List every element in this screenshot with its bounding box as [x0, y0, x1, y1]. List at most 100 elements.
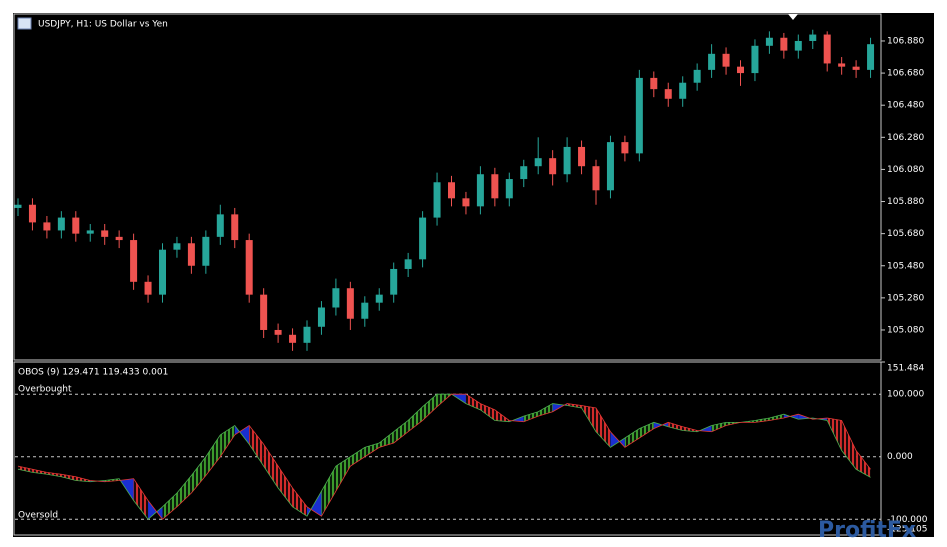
- candle-body: [563, 146, 571, 175]
- y-tick-label: 106.680: [887, 69, 924, 79]
- candle-body: [28, 204, 36, 223]
- y-tick-label: 105.880: [887, 197, 924, 207]
- candle-body: [433, 182, 441, 218]
- candle-body: [303, 326, 311, 343]
- candle-body: [390, 268, 398, 295]
- overbought-label: Overbought: [18, 385, 72, 395]
- candle-body: [606, 142, 614, 191]
- candle-body: [722, 53, 730, 67]
- y-tick-label: 105.080: [887, 325, 924, 335]
- candle-body: [621, 142, 629, 154]
- candle-body: [260, 294, 268, 330]
- candle-body: [650, 77, 658, 90]
- oscillator-fill: [480, 403, 495, 421]
- candle-body: [838, 63, 846, 67]
- candle-body: [765, 37, 773, 46]
- candle-body: [274, 329, 282, 335]
- candle-body: [144, 281, 152, 295]
- candle-body: [448, 182, 455, 199]
- candle-body: [72, 217, 80, 234]
- candle-body: [346, 288, 354, 319]
- candle-body: [419, 217, 427, 260]
- y-tick-label: 106.280: [887, 133, 924, 143]
- candle-body: [693, 69, 701, 83]
- candle-body: [476, 174, 484, 207]
- oscillator-line: [17, 393, 871, 520]
- oscillator-fill: [32, 469, 47, 475]
- oscillator-fill: [18, 466, 33, 473]
- candle-body: [809, 34, 817, 41]
- oscillator-fill: [769, 414, 784, 421]
- oscillator-fill: [335, 456, 351, 492]
- candle-body: [173, 243, 181, 250]
- candle-body: [216, 214, 224, 237]
- y-tick-label: 100.000: [887, 390, 924, 400]
- candle-body: [86, 230, 94, 234]
- oscillator-fill: [624, 428, 640, 448]
- oscillator-fill: [465, 394, 481, 410]
- oscillator-fill: [220, 425, 235, 457]
- oscillator-fill: [567, 403, 582, 408]
- oscillator-fill: [191, 456, 206, 494]
- candle-body: [245, 240, 253, 295]
- oscillator-fill: [350, 447, 365, 467]
- oscillator-fill: [379, 431, 394, 448]
- y-tick-label: 105.680: [887, 229, 924, 239]
- candle-body: [852, 66, 860, 70]
- oscillator-fill: [278, 466, 293, 507]
- candle-body: [679, 82, 687, 99]
- oscillator-fill: [596, 407, 611, 448]
- candle-body: [751, 45, 759, 74]
- candle-body: [520, 166, 528, 180]
- oscillator-fill: [841, 420, 857, 470]
- candle-body: [823, 34, 831, 64]
- candle-body: [867, 44, 875, 70]
- chart-bg: [13, 13, 934, 537]
- indicator-frame: [13, 361, 882, 536]
- y-tick-label: 0.000: [887, 452, 913, 462]
- candle-body: [332, 288, 340, 308]
- y-tick-label: 151.484: [887, 364, 924, 374]
- candle-body: [635, 77, 643, 154]
- y-tick-label: 105.480: [887, 261, 924, 271]
- oscillator-fill: [711, 422, 727, 432]
- candle-body: [737, 66, 744, 74]
- shift-marker: [788, 14, 798, 20]
- candle-body: [780, 37, 788, 51]
- candle-body: [664, 89, 672, 99]
- candle-body: [202, 236, 210, 266]
- oscillator-fill: [639, 422, 654, 438]
- oscillator-fill: [538, 403, 553, 417]
- oscillator-fill: [668, 422, 683, 431]
- candle-body: [534, 158, 542, 167]
- candle-body: [592, 166, 600, 191]
- candle-body: [708, 53, 716, 70]
- oscillator-fill: [61, 474, 76, 481]
- candle-body: [43, 222, 51, 231]
- candle-body: [404, 259, 412, 269]
- oscillator-fill: [205, 434, 221, 476]
- oscillator-fill: [162, 493, 177, 520]
- y-tick-label: 106.080: [887, 165, 924, 175]
- candle-body: [505, 179, 513, 199]
- candle-body: [130, 240, 138, 282]
- candle-body: [462, 198, 470, 207]
- candle-body: [159, 249, 166, 295]
- oscillator-fill: [249, 425, 264, 467]
- y-tick-label: 106.880: [887, 36, 924, 46]
- candle-body: [317, 307, 325, 327]
- indicator-title: OBOS (9) 129.471 119.433 0.001: [18, 368, 168, 378]
- oscillator-fill: [393, 420, 409, 443]
- oscillator-fill: [523, 411, 539, 422]
- candle-body: [549, 158, 557, 175]
- candle-body: [289, 334, 297, 343]
- y-tick-label: -125.105: [887, 525, 927, 535]
- oscillator-fill: [754, 417, 770, 423]
- candle-body: [375, 294, 383, 303]
- oscillator-line: [17, 393, 871, 520]
- oscillator-fill: [46, 472, 62, 477]
- oscillator-fill: [856, 450, 871, 478]
- y-tick-label: 105.280: [887, 293, 924, 303]
- candle-body: [187, 243, 195, 266]
